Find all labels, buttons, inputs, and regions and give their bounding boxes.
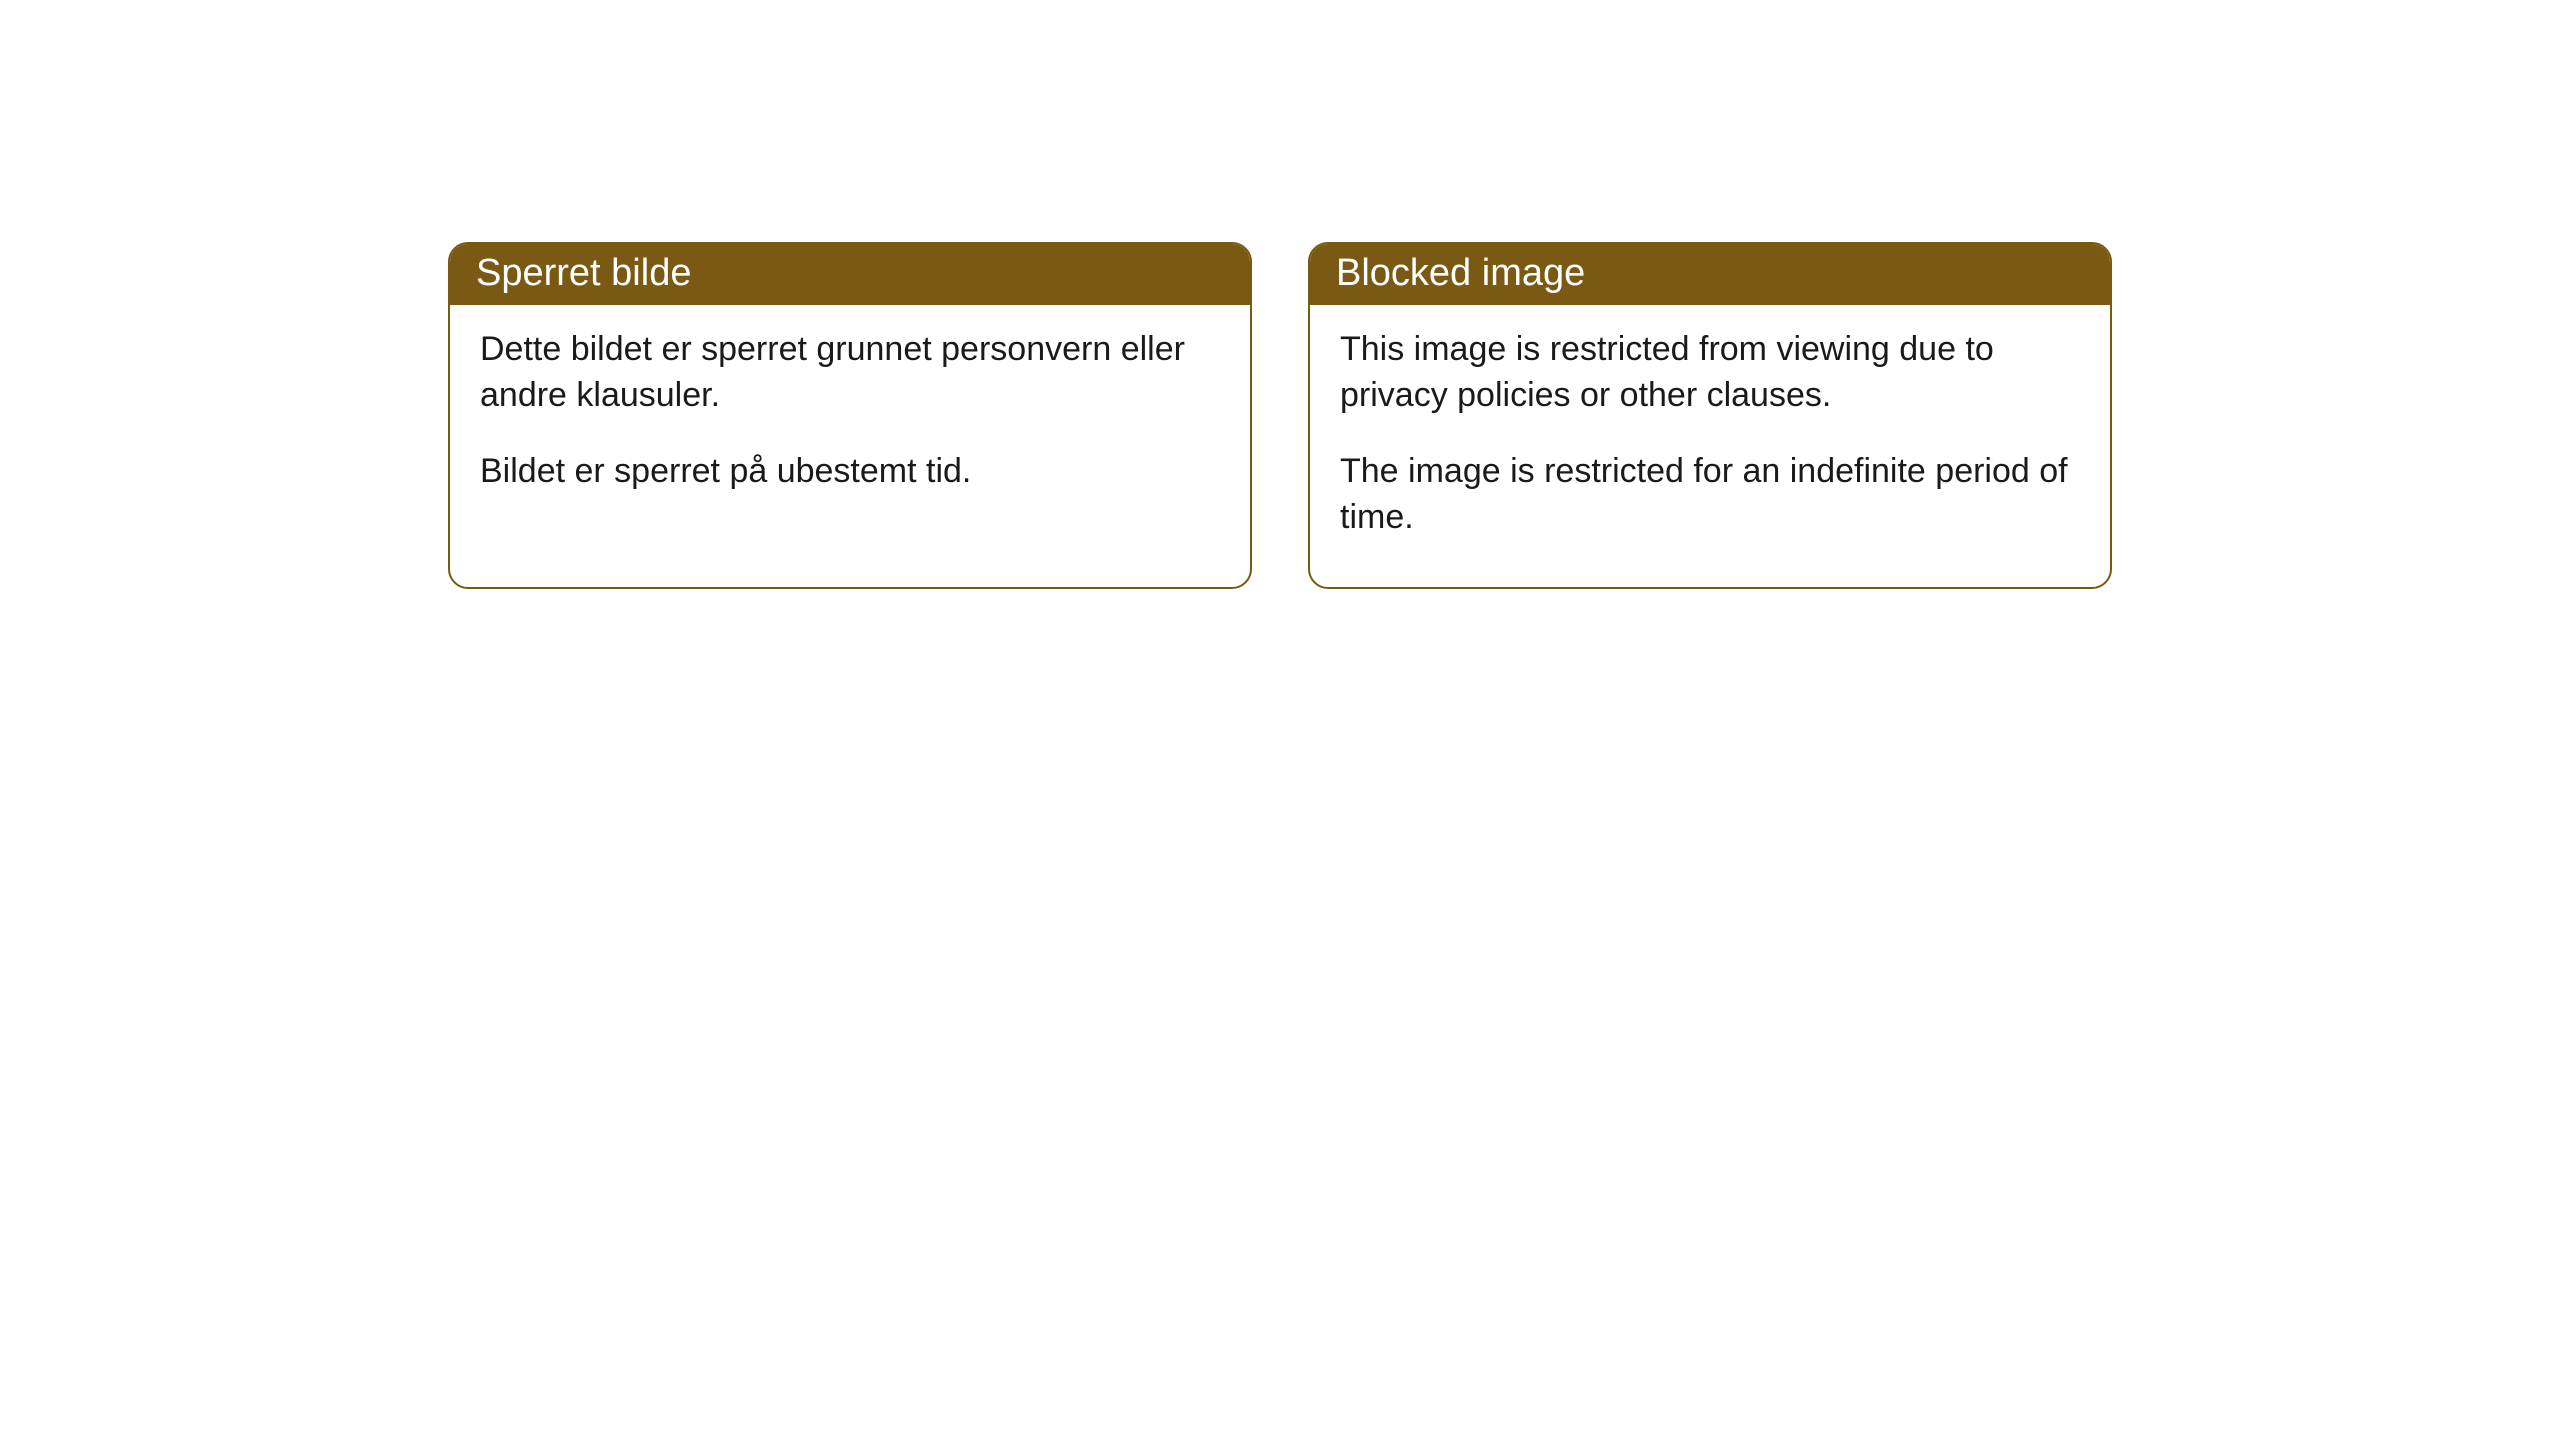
card-text-en-1: This image is restricted from viewing du… [1340, 327, 2080, 419]
card-header-no: Sperret bilde [450, 244, 1250, 305]
card-text-no-2: Bildet er sperret på ubestemt tid. [480, 449, 1220, 495]
card-text-no-1: Dette bildet er sperret grunnet personve… [480, 327, 1220, 419]
cards-container: Sperret bilde Dette bildet er sperret gr… [0, 0, 2560, 589]
card-body-no: Dette bildet er sperret grunnet personve… [450, 305, 1250, 541]
card-body-en: This image is restricted from viewing du… [1310, 305, 2110, 587]
card-text-en-2: The image is restricted for an indefinit… [1340, 449, 2080, 541]
card-header-en: Blocked image [1310, 244, 2110, 305]
blocked-image-card-en: Blocked image This image is restricted f… [1308, 242, 2112, 589]
blocked-image-card-no: Sperret bilde Dette bildet er sperret gr… [448, 242, 1252, 589]
